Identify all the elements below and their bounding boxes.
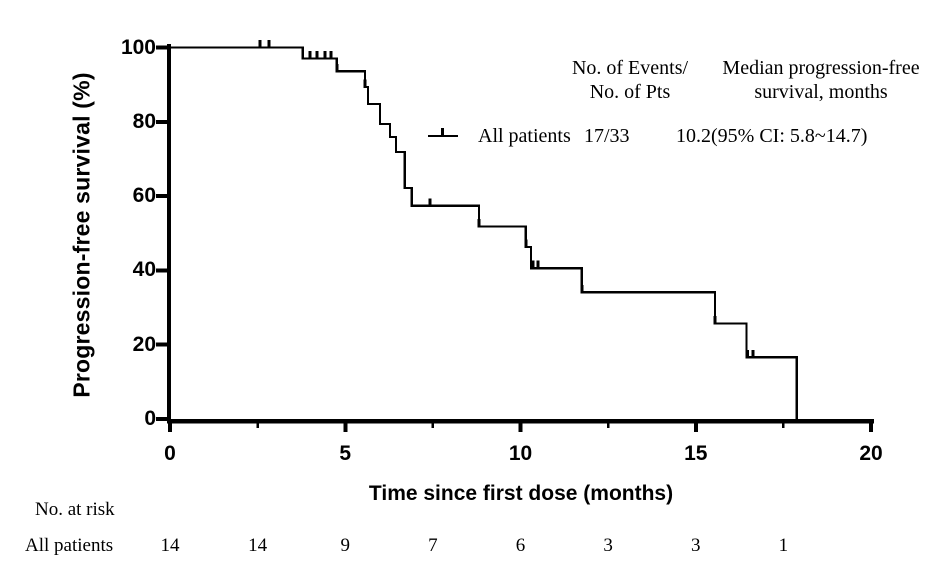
y-tick-label-0: 0 [144,407,156,430]
y-tick-label-20: 20 [132,332,156,356]
legend-series-label: All patients [478,125,571,147]
at-risk-count-t12.5: 3 [603,535,613,556]
x-tick-label-20: 20 [859,442,883,465]
at-risk-row-label: All patients [25,535,114,556]
at-risk-count-t15: 3 [691,535,701,556]
events-column-header: No. of Events/ No. of Pts [572,56,688,104]
x-tick-label-0: 0 [164,442,176,465]
survival-step-curve [170,46,798,419]
at-risk-count-t7.5: 7 [428,535,438,556]
at-risk-count-t5: 9 [340,535,351,556]
events-header-line1: No. of Events/ [571,57,689,79]
median-column-header: Median progression-free survival, months [722,56,919,104]
y-axis-title: Progression-free survival (%) [68,72,95,398]
legend-events-value: 17/33 [584,125,630,147]
at-risk-count-t0: 14 [160,535,180,556]
legend-median-value: 10.2(95% CI: 5.8~14.7) [676,125,868,147]
y-tick-label-40: 40 [132,258,156,282]
events-header-line2: No. of Pts [589,81,671,103]
median-header-line1: Median progression-free [722,57,920,79]
at-risk-count-t2.5: 14 [248,535,268,556]
x-tick-label-15: 15 [684,442,708,465]
y-tick-label-60: 60 [132,184,156,208]
at-risk-title: No. at risk [35,499,115,520]
at-risk-count-t17.5: 1 [778,535,789,556]
y-tick-label-80: 80 [132,109,156,133]
y-tick-label-100: 100 [120,35,156,59]
x-tick-label-5: 5 [339,442,352,465]
x-tick-label-10: 10 [508,442,533,465]
median-header-line2: survival, months [754,81,888,103]
at-risk-count-t10: 6 [515,535,526,556]
x-axis-title: Time since first dose (months) [368,482,674,505]
